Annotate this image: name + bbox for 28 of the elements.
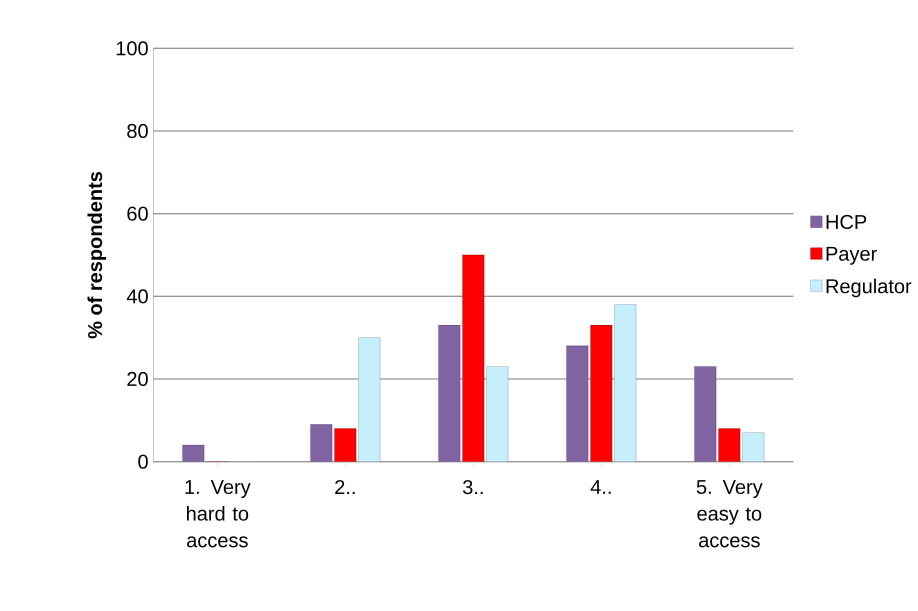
bar [462,254,484,462]
bar [182,444,204,462]
y-tick-label: 80 [127,124,148,138]
bar [486,366,508,462]
bar [718,428,740,462]
bar [438,324,460,462]
bar [614,304,636,462]
y-tick-label: 20 [127,372,148,386]
bar [694,366,716,462]
bar [334,428,356,462]
y-tick-label: 0 [138,454,148,469]
legend-label: Payer [826,246,877,265]
legend-label: HCP [826,214,866,230]
bar [742,432,764,462]
bar [566,346,588,462]
y-tick-label: 60 [127,206,148,221]
y-tick-label: 100 [116,41,148,56]
y-axis-title: % of respondents [87,172,106,338]
legend-label: Regulator [826,278,912,298]
bar [590,324,612,462]
y-tick-label: 40 [126,289,148,304]
x-tick-label: 4.. [590,480,611,494]
x-tick-label: 2.. [335,480,355,494]
x-tick-label: 5. Very easy to access [696,480,763,548]
x-tick-label: 3.. [462,480,483,494]
bar [310,424,332,462]
x-tick-label: 1. Very hard to access [186,480,251,548]
bar [358,337,380,462]
